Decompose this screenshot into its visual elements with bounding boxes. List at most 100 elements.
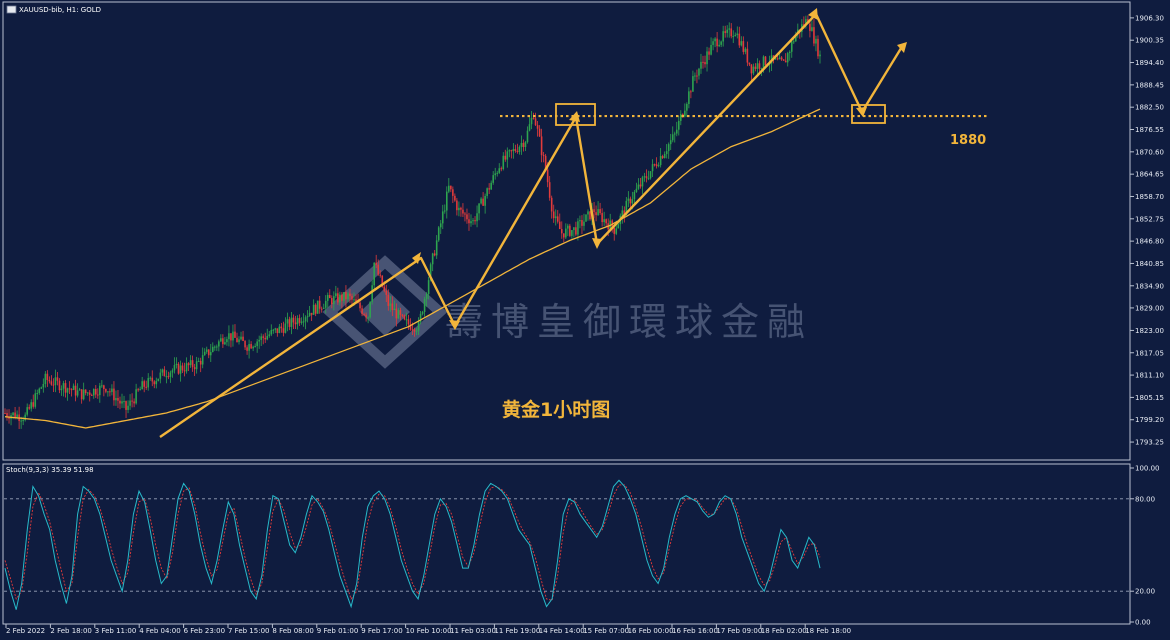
candle-body: [405, 319, 408, 321]
candle-body: [60, 388, 63, 391]
candle-body: [760, 68, 763, 70]
candle-body: [437, 227, 440, 241]
candle-body: [700, 61, 702, 69]
candle-body: [123, 401, 125, 403]
candle-body: [173, 365, 176, 371]
candle-body: [379, 274, 382, 276]
candle-body: [597, 209, 599, 216]
candle-body: [387, 294, 390, 306]
candle-body: [345, 292, 347, 300]
candle-body: [506, 151, 509, 160]
candle-body: [304, 317, 307, 322]
candle-body: [448, 185, 450, 192]
candle-body: [696, 75, 698, 77]
price-axis: 1906.30 1900.35 1894.40 1888.45 1882.50 1876.…: [1130, 14, 1164, 447]
candle-body: [181, 365, 184, 371]
candle-body: [268, 334, 271, 336]
highlight-box-1: [555, 103, 596, 126]
candle-body: [28, 407, 31, 409]
candle-body: [443, 210, 446, 212]
candle-body: [84, 389, 87, 394]
candle-body: [22, 420, 24, 422]
candle-body: [165, 376, 168, 378]
price-tick-label: 1900.35: [1135, 37, 1164, 45]
candle-body: [230, 333, 232, 341]
candle-body: [391, 303, 394, 311]
candle-body: [712, 41, 714, 45]
candle-body: [500, 168, 503, 170]
candle-body: [706, 51, 708, 65]
candle-body: [728, 28, 731, 30]
candle-body: [284, 323, 287, 333]
watermark-text: 壽博皇御環球金融: [445, 300, 813, 344]
time-tick-label: 14 Feb 14:00: [539, 627, 585, 635]
candle-body: [80, 389, 83, 400]
candle-body: [526, 130, 529, 143]
candle-body: [490, 182, 492, 190]
candle-body: [341, 294, 343, 301]
candle-body: [452, 189, 454, 196]
candle-body: [431, 253, 434, 265]
candle-body: [316, 300, 319, 314]
candle-body: [550, 197, 553, 212]
candle-body: [581, 220, 583, 226]
candle-body: [78, 389, 81, 391]
candle-body: [764, 56, 767, 65]
candle-body: [127, 405, 129, 410]
candle-body: [692, 76, 694, 92]
price-tick-label: 1906.30: [1135, 14, 1164, 22]
candle-body: [665, 151, 668, 155]
candle-body: [637, 184, 640, 189]
candle-body: [92, 388, 95, 396]
candle-body: [288, 319, 291, 327]
candle-body: [780, 57, 783, 60]
candle-body: [512, 149, 515, 152]
candle-body: [119, 400, 121, 404]
candle-body: [161, 369, 164, 373]
candle-body: [425, 294, 428, 299]
candle-body: [613, 227, 616, 234]
candle-body: [322, 307, 325, 309]
candle-body: [569, 225, 571, 236]
candle-body: [708, 51, 710, 55]
candle-body: [286, 319, 289, 324]
candle-body: [690, 91, 692, 93]
candle-body: [30, 402, 33, 409]
time-tick-label: 9 Feb 01:00: [317, 627, 358, 635]
candle-body: [538, 128, 541, 137]
candle-body: [115, 397, 117, 401]
candle-body: [242, 336, 244, 342]
candle-body: [262, 336, 265, 338]
candle-body: [720, 41, 722, 45]
candle-body: [407, 319, 410, 325]
candle-body: [153, 381, 156, 385]
candle-body: [635, 188, 638, 192]
candle-body: [58, 380, 61, 391]
candle-body: [121, 401, 123, 404]
candle-body: [522, 142, 525, 148]
candle-body: [179, 365, 182, 374]
candle-body: [107, 391, 109, 393]
candle-body: [413, 329, 416, 332]
candle-body: [546, 169, 549, 183]
candle-body: [740, 41, 743, 46]
candle-body: [528, 124, 531, 131]
candle-body: [441, 211, 444, 224]
candle-body: [585, 214, 587, 222]
price-tick-label: 1852.75: [1135, 215, 1164, 223]
candle-body: [651, 164, 654, 172]
candle-body: [310, 312, 313, 315]
candle-body: [175, 363, 178, 366]
candle-body: [560, 229, 563, 234]
candle-body: [343, 292, 345, 301]
candle-body: [684, 110, 686, 117]
candle-body: [381, 275, 384, 287]
candle-body: [189, 360, 192, 366]
candle-body: [480, 198, 482, 204]
candle-body: [639, 184, 642, 187]
candle-body: [232, 331, 234, 341]
candle-body: [552, 211, 555, 219]
candle-body: [105, 389, 107, 392]
candle-body: [657, 165, 660, 167]
